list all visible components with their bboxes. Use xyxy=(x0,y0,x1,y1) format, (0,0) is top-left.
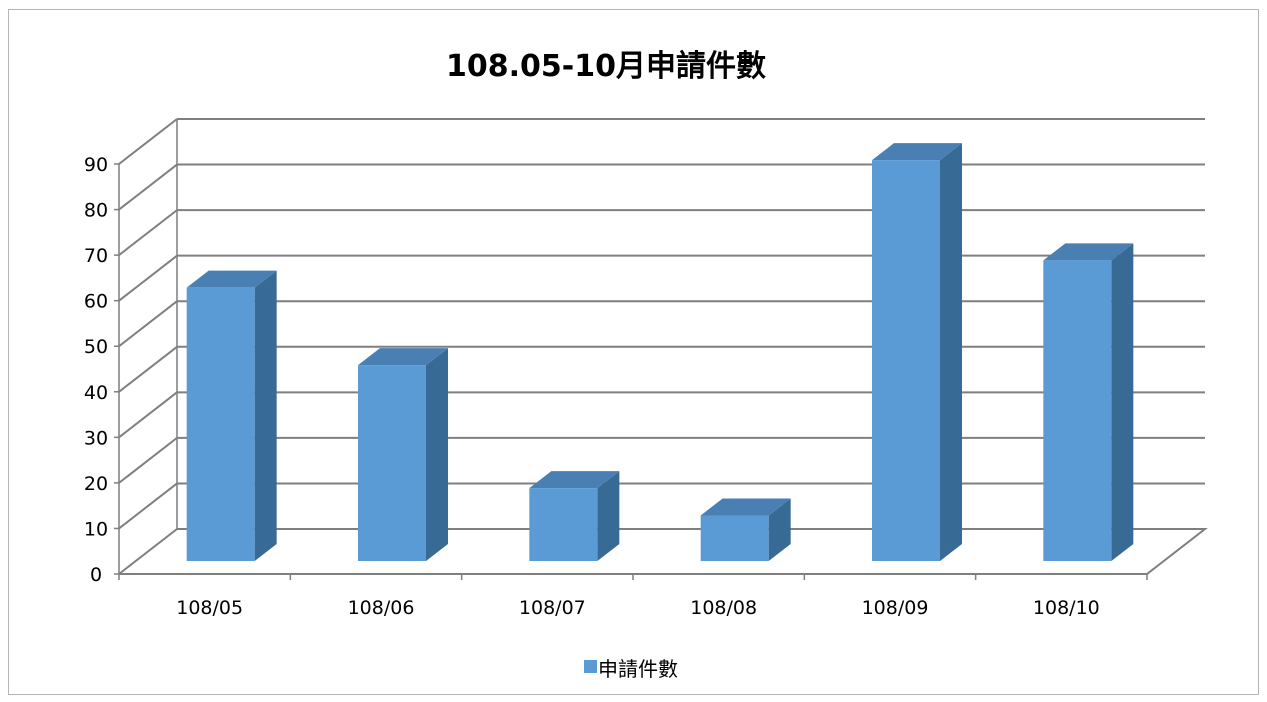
bar-side xyxy=(597,471,620,561)
gridline-side xyxy=(118,437,178,484)
bar-front xyxy=(872,160,940,561)
y-tick-label: 80 xyxy=(84,200,108,222)
bar-side xyxy=(254,270,277,561)
bar-side xyxy=(1111,243,1134,562)
x-tick-label: 108/05 xyxy=(176,597,243,619)
gridline-side xyxy=(118,345,178,393)
bar-front xyxy=(358,365,426,561)
gridline-side xyxy=(118,482,178,530)
gridline-side xyxy=(118,391,178,439)
bar-top xyxy=(872,143,962,161)
bar-front xyxy=(529,488,598,561)
gridline-side xyxy=(118,163,178,211)
y-tick-label: 70 xyxy=(84,245,108,267)
bar-side xyxy=(768,498,791,561)
x-tick-label: 108/06 xyxy=(348,597,415,619)
x-tick-label: 108/08 xyxy=(690,597,757,619)
bar-side xyxy=(940,143,962,561)
gridline-side xyxy=(118,254,178,302)
bar-front xyxy=(1043,260,1112,561)
x-tick-label: 108/07 xyxy=(519,597,586,619)
bar-top xyxy=(358,348,448,366)
gridlines xyxy=(118,118,1208,575)
y-tick-label: 30 xyxy=(84,427,108,449)
bar-front xyxy=(186,287,255,561)
legend-swatch xyxy=(584,660,597,673)
legend-label: 申請件數 xyxy=(598,657,678,681)
y-axis-ticks: 0 10 20 30 40 50 60 70 80 90 xyxy=(84,154,108,586)
y-tick-label: 50 xyxy=(84,336,108,358)
gridline-side xyxy=(118,300,178,348)
bars xyxy=(186,143,1134,562)
bar-108/08 xyxy=(700,498,791,561)
axes xyxy=(114,163,1148,580)
y-tick-label: 40 xyxy=(84,382,108,404)
y-tick-label: 60 xyxy=(84,291,108,313)
y-tick-label: 10 xyxy=(84,518,108,540)
bar-top xyxy=(1043,243,1134,261)
chart-title: 108.05-10月申請件數 xyxy=(446,49,766,84)
gridline-side xyxy=(118,118,178,165)
gridline-side xyxy=(118,209,178,256)
bar-top xyxy=(529,471,620,489)
bar-108/05 xyxy=(186,270,277,561)
bar-108/10 xyxy=(1043,243,1134,562)
bar-top xyxy=(186,270,277,288)
bar-side xyxy=(426,348,448,561)
bar-108/09 xyxy=(872,143,962,561)
y-tick-label: 90 xyxy=(84,154,108,176)
bar-108/06 xyxy=(358,348,448,561)
x-tick-label: 108/09 xyxy=(862,597,929,619)
floor xyxy=(119,528,1208,575)
y-tick-label: 0 xyxy=(90,564,102,586)
bar-front xyxy=(700,515,769,561)
legend: 申請件數 xyxy=(584,657,678,681)
x-tick-label: 108/10 xyxy=(1033,597,1100,619)
bar-top xyxy=(700,498,791,516)
bar-108/07 xyxy=(529,471,620,561)
x-axis-ticks: 108/05 108/06 108/07 108/08 108/09 108/10 xyxy=(176,597,1100,619)
y-tick-label: 20 xyxy=(84,473,108,495)
gridline-side xyxy=(118,528,178,575)
